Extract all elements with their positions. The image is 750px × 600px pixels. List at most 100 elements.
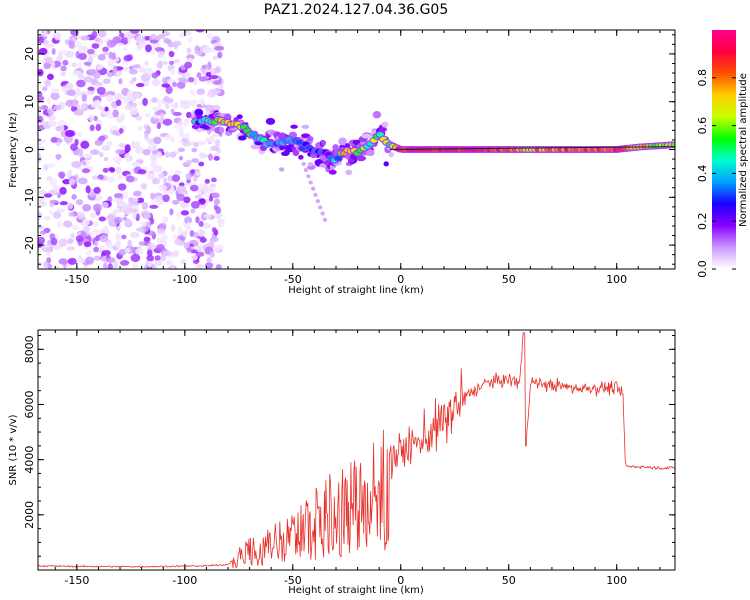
noise-speckle [94, 240, 99, 247]
spectral-blob [278, 167, 285, 172]
noise-speckle [156, 227, 166, 235]
noise-speckle [171, 250, 180, 258]
noise-speckle [106, 39, 116, 48]
noise-speckle [105, 94, 114, 103]
noise-speckle [118, 142, 126, 148]
noise-speckle [209, 251, 215, 258]
y-tick-label: -20 [23, 236, 36, 254]
noise-speckle [86, 250, 93, 256]
noise-speckle [154, 255, 161, 262]
noise-speckle [70, 105, 78, 112]
noise-speckle [184, 216, 193, 225]
noise-speckle [94, 139, 104, 146]
noise-speckle [135, 82, 145, 88]
noise-speckle [38, 106, 44, 111]
x-tick-label: -100 [172, 574, 197, 587]
noise-speckle [60, 71, 66, 77]
noise-speckle [158, 184, 168, 192]
noise-speckle [47, 107, 55, 115]
noise-speckle [43, 261, 49, 268]
noise-speckle [102, 51, 109, 56]
noise-speckle [68, 211, 75, 217]
noise-speckle [152, 114, 159, 120]
noise-speckle [54, 32, 62, 41]
x-tick-label: 0 [397, 273, 404, 286]
noise-speckle [199, 198, 206, 205]
noise-speckle [182, 230, 188, 237]
noise-speckle [38, 142, 42, 147]
noise-speckle [191, 147, 198, 153]
noise-speckle [93, 186, 101, 194]
spectrogram-xlabel: Height of straight line (km) [288, 285, 424, 296]
noise-speckle [173, 124, 183, 129]
noise-speckle [72, 98, 78, 107]
noise-speckle [163, 177, 168, 184]
noise-speckle [173, 58, 181, 64]
noise-speckle [165, 97, 175, 104]
noise-speckle [101, 202, 109, 209]
snr-series-line [38, 332, 675, 569]
noise-speckle [94, 196, 101, 202]
noise-speckle [127, 239, 133, 248]
noise-speckle [76, 41, 82, 50]
noise-speckle [44, 43, 54, 48]
noise-speckle [77, 211, 85, 220]
noise-speckle [162, 118, 173, 126]
noise-speckle [115, 71, 123, 76]
noise-speckle [132, 190, 141, 197]
noise-speckle [202, 185, 210, 192]
noise-speckle [194, 194, 202, 199]
ridge-cell [376, 132, 384, 138]
noise-speckle [57, 50, 68, 55]
noise-speckle [198, 97, 204, 104]
noise-speckle [66, 246, 76, 251]
noise-speckle [123, 46, 128, 52]
noise-speckle [38, 211, 43, 220]
noise-speckle [118, 248, 127, 256]
noise-speckle [124, 153, 131, 161]
y-tick-label: 20 [23, 47, 36, 61]
snr-marks [38, 332, 675, 569]
noise-speckle [170, 108, 175, 114]
noise-speckle [83, 76, 93, 83]
noise-speckle [97, 174, 104, 180]
noise-speckle [156, 152, 163, 159]
noise-speckle [91, 43, 100, 49]
noise-speckle [137, 125, 143, 131]
noise-speckle [172, 81, 178, 87]
noise-speckle [99, 234, 109, 243]
noise-speckle [180, 259, 187, 265]
noise-speckle [44, 79, 52, 88]
noise-speckle [51, 47, 56, 55]
noise-speckle [93, 246, 100, 253]
noise-speckle [124, 144, 131, 153]
spectral-blob [298, 154, 304, 160]
noise-speckle [129, 30, 140, 34]
noise-speckle [80, 103, 86, 110]
noise-speckle [162, 194, 170, 203]
ridge-cell [671, 142, 675, 148]
spectral-blob [225, 131, 233, 137]
noise-speckle [157, 50, 165, 59]
noise-speckle [123, 55, 132, 62]
noise-speckle [105, 257, 116, 264]
noise-speckle [56, 138, 63, 144]
x-tick-label: -50 [284, 273, 302, 286]
noise-speckle [165, 104, 170, 109]
noise-speckle [217, 221, 225, 228]
snr-ylabel: SNR (10 * v/v) [8, 414, 19, 485]
noise-speckle [114, 93, 123, 101]
noise-speckle [46, 73, 54, 81]
noise-speckle [44, 56, 53, 64]
noise-speckle [50, 237, 58, 246]
noise-speckle [70, 143, 78, 151]
noise-speckle [210, 67, 218, 76]
snr-xlabel: Height of straight line (km) [288, 585, 424, 596]
noise-speckle [156, 61, 163, 69]
noise-speckle [149, 39, 159, 44]
noise-speckle [46, 163, 56, 169]
noise-speckle [78, 52, 87, 61]
noise-speckle [65, 82, 72, 90]
